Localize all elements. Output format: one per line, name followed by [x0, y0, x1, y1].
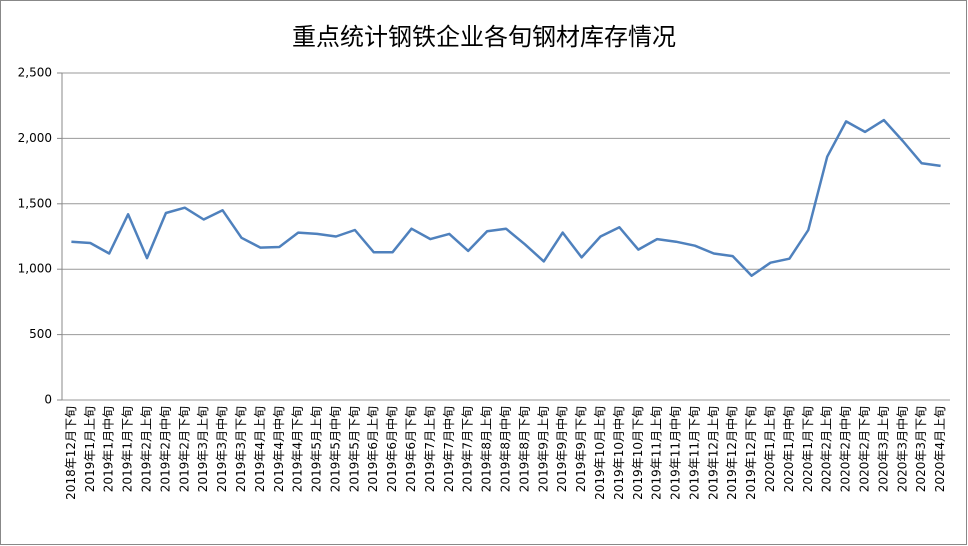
- x-tick-label: 2019年12月下旬: [744, 406, 758, 500]
- x-tick-label: 2019年2月下旬: [177, 406, 191, 492]
- x-tick-label: 2019年12月中旬: [724, 406, 739, 500]
- x-tick-label: 2019年8月下旬: [517, 406, 531, 492]
- x-tick-label: 2019年3月上旬: [196, 406, 210, 492]
- x-tick-label: 2020年3月上旬: [876, 406, 890, 492]
- x-tick-label: 2019年6月下旬: [404, 406, 418, 492]
- x-tick-label: 2019年6月上旬: [366, 406, 380, 492]
- y-tick-label: 0: [44, 393, 52, 407]
- x-tick-label: 2020年2月下旬: [857, 406, 871, 492]
- x-tick-label: 2019年10月上旬: [593, 406, 607, 500]
- x-tick-label: 2019年7月上旬: [423, 406, 437, 492]
- x-tick-label: 2019年12月上旬: [706, 406, 720, 500]
- data-line: [71, 118, 941, 277]
- x-tick-label: 2020年3月中旬: [894, 406, 909, 492]
- x-tick-label: 2020年3月下旬: [914, 406, 928, 492]
- x-tick-label: 2019年7月下旬: [461, 406, 475, 492]
- x-tick-label: 2019年7月中旬: [441, 406, 456, 492]
- x-tick-label: 2019年3月中旬: [214, 406, 229, 492]
- x-tick-label: 2019年5月下旬: [347, 406, 361, 492]
- x-tick-label: 2019年9月下旬: [574, 406, 588, 492]
- x-tick-label: 2019年4月下旬: [291, 406, 305, 492]
- x-tick-label: 2018年12月下旬: [64, 406, 78, 500]
- x-tick-label: 2019年11月中旬: [668, 406, 683, 500]
- x-tick-label: 2019年9月中旬: [554, 406, 569, 492]
- x-tick-label: 2019年1月下旬: [121, 406, 135, 492]
- x-tick-label: 2019年11月上旬: [650, 406, 664, 500]
- x-tick-label: 2020年2月上旬: [820, 406, 834, 492]
- x-tick-label: 2020年2月中旬: [838, 406, 853, 492]
- x-tick-label: 2019年11月下旬: [687, 406, 701, 500]
- x-tick-label: 2019年1月上旬: [83, 406, 97, 492]
- x-tick-label: 2020年1月下旬: [801, 406, 815, 492]
- x-tick-label: 2019年8月上旬: [480, 406, 494, 492]
- chart-title: 重点统计钢铁企业各旬钢材库存情况: [292, 23, 676, 51]
- x-tick-label: 2019年8月中旬: [498, 406, 513, 492]
- y-tick-label: 2,000: [18, 131, 52, 145]
- y-tick-label: 500: [29, 327, 52, 341]
- x-tick-label: 2019年4月上旬: [253, 406, 267, 492]
- x-tick-label: 2020年1月中旬: [781, 406, 796, 492]
- x-tick-label: 2019年2月中旬: [157, 406, 172, 492]
- x-tick-label: 2019年3月下旬: [234, 406, 248, 492]
- y-tick-label: 2,500: [18, 66, 52, 80]
- y-tick-label: 1,000: [18, 262, 52, 276]
- x-tick-label: 2019年5月中旬: [327, 406, 342, 492]
- x-tick-label: 2019年2月上旬: [140, 406, 154, 492]
- x-tick-label: 2019年10月中旬: [611, 406, 626, 500]
- x-tick-label: 2019年5月上旬: [310, 406, 324, 492]
- x-tick-label: 2019年9月上旬: [536, 406, 550, 492]
- y-tick-label: 1,500: [18, 196, 52, 210]
- x-tick-label: 2019年10月下旬: [631, 406, 645, 500]
- x-tick-label: 2020年4月上旬: [933, 406, 947, 492]
- x-tick-label: 2019年6月中旬: [384, 406, 399, 492]
- x-tick-label: 2019年1月中旬: [101, 406, 116, 492]
- x-tick-label: 2020年1月上旬: [763, 406, 777, 492]
- x-tick-label: 2019年4月中旬: [271, 406, 286, 492]
